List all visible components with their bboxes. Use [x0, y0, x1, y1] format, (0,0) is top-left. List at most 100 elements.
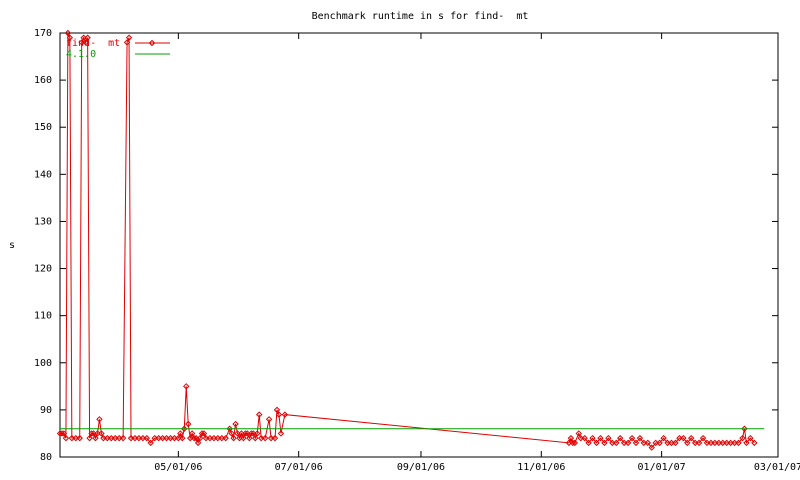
data-point: [597, 434, 604, 442]
data-point: [275, 411, 283, 418]
data-point: [277, 430, 285, 437]
data-point: [616, 434, 624, 442]
y-tick-label: 110: [34, 311, 52, 322]
data-point: [589, 434, 596, 442]
data-point: [644, 439, 652, 447]
data-point: [628, 434, 636, 442]
y-tick-label: 130: [34, 216, 52, 227]
data-point: [119, 434, 127, 442]
data-point: [240, 434, 247, 442]
data-point: [688, 434, 695, 442]
data-point: [281, 411, 289, 418]
data-point: [143, 434, 150, 442]
data-point: [632, 439, 640, 447]
data-point: [248, 430, 255, 437]
x-tick-label: 01/01/07: [638, 462, 686, 473]
data-point: [242, 430, 249, 437]
data-point: [64, 29, 72, 37]
data-point: [613, 439, 620, 447]
legend-marker: [148, 39, 156, 47]
x-tick-label: 11/01/06: [517, 462, 565, 473]
data-point: [695, 439, 703, 447]
data-point: [680, 434, 687, 442]
data-point: [58, 430, 66, 437]
data-point: [60, 430, 68, 437]
data-point: [581, 434, 588, 442]
y-tick-label: 80: [40, 452, 52, 463]
data-point: [567, 434, 575, 442]
data-point: [575, 430, 582, 437]
data-point: [84, 34, 91, 41]
data-point: [82, 39, 89, 46]
data-point: [200, 430, 208, 437]
data-point: [179, 434, 186, 442]
data-point: [62, 434, 70, 442]
y-axis-label: s: [9, 240, 15, 251]
data-point: [261, 434, 269, 442]
data-point: [585, 439, 592, 447]
data-point: [741, 425, 748, 432]
chart-title: Benchmark runtime in s for find- mt: [312, 11, 529, 22]
data-point: [660, 434, 667, 442]
data-point: [743, 439, 750, 447]
data-point: [571, 439, 579, 447]
y-tick-label: 170: [34, 28, 52, 39]
data-point: [246, 434, 253, 442]
data-point: [181, 425, 188, 432]
data-point: [648, 444, 655, 451]
y-tick-label: 150: [34, 122, 52, 133]
y-tick-label: 160: [34, 75, 52, 86]
data-point: [569, 439, 577, 447]
data-point: [96, 416, 103, 423]
y-tick-label: 140: [34, 169, 52, 180]
data-point: [185, 420, 192, 428]
data-point: [636, 434, 644, 442]
data-point: [273, 406, 281, 414]
data-point: [601, 439, 608, 447]
data-point: [747, 434, 754, 442]
legend-label: 4.1.0: [66, 49, 96, 60]
data-point: [228, 430, 235, 437]
data-point: [188, 430, 196, 437]
data-point: [183, 383, 190, 390]
data-point: [198, 430, 206, 437]
data-point: [699, 434, 707, 442]
data-point: [76, 434, 83, 442]
data-point: [265, 416, 273, 423]
data-point: [252, 434, 259, 442]
data-point: [222, 434, 229, 442]
data-point: [271, 434, 279, 442]
data-point: [684, 439, 691, 447]
data-point: [88, 430, 95, 437]
data-point: [232, 420, 239, 428]
x-tick-label: 05/01/06: [154, 462, 202, 473]
legend-label: find- mt: [66, 38, 120, 49]
data-point: [86, 434, 93, 442]
x-tick-label: 09/01/06: [397, 462, 445, 473]
data-point: [256, 411, 263, 418]
x-tick-label: 03/01/07: [754, 462, 800, 473]
data-point: [226, 425, 233, 432]
data-point: [98, 430, 105, 437]
data-point: [190, 434, 198, 442]
data-point: [177, 430, 184, 437]
data-point: [593, 439, 600, 447]
data-point: [92, 434, 99, 442]
data-point: [194, 439, 202, 447]
data-point: [147, 439, 154, 447]
y-tick-label: 100: [34, 358, 52, 369]
data-point: [672, 439, 679, 447]
plot-frame: [59, 32, 779, 458]
data-point: [254, 430, 261, 437]
series-line: [60, 32, 755, 449]
data-point: [751, 439, 758, 447]
y-tick-label: 90: [40, 405, 52, 416]
data-point: [624, 439, 632, 447]
data-point: [656, 439, 663, 447]
data-point: [230, 434, 237, 442]
data-point: [605, 434, 612, 442]
data-point: [196, 434, 204, 442]
data-point: [66, 34, 74, 41]
